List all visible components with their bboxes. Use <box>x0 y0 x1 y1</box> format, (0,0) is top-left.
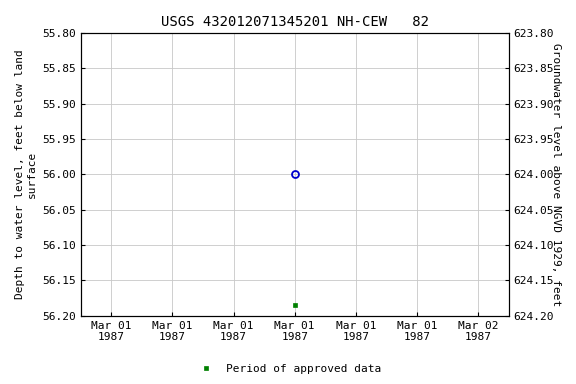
Y-axis label: Groundwater level above NGVD 1929, feet: Groundwater level above NGVD 1929, feet <box>551 43 561 306</box>
Legend: Period of approved data: Period of approved data <box>191 359 385 379</box>
Title: USGS 432012071345201 NH-CEW   82: USGS 432012071345201 NH-CEW 82 <box>161 15 429 29</box>
Y-axis label: Depth to water level, feet below land
surface: Depth to water level, feet below land su… <box>15 50 37 299</box>
